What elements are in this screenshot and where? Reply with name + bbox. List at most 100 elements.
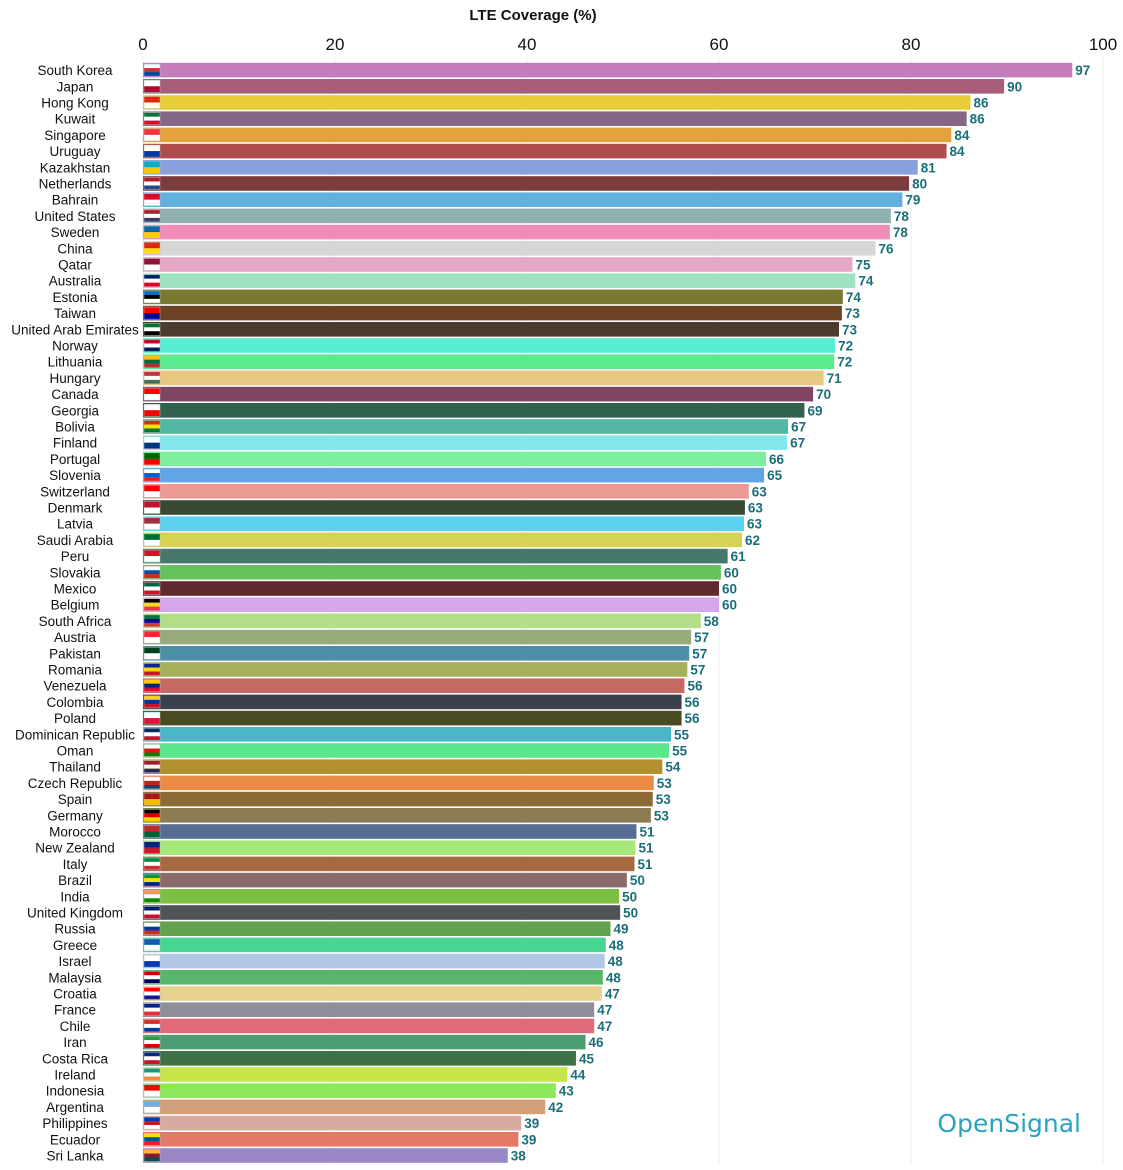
category-label: Hungary	[49, 371, 100, 386]
bar	[143, 1115, 522, 1131]
bar	[143, 856, 635, 872]
category-label: Ireland	[54, 1068, 95, 1083]
value-label: 78	[894, 209, 910, 224]
value-label: 47	[597, 1019, 612, 1034]
bar	[143, 532, 743, 548]
category-label: Hong Kong	[41, 96, 109, 111]
category-label: Colombia	[46, 695, 104, 710]
bar	[143, 775, 654, 791]
bar	[143, 160, 918, 175]
bar	[143, 386, 814, 402]
value-label: 50	[630, 873, 645, 888]
value-label: 60	[724, 565, 739, 580]
bar	[143, 613, 701, 629]
bar	[143, 872, 627, 888]
value-label: 79	[905, 193, 920, 208]
bar	[143, 192, 903, 207]
category-label: South Korea	[37, 63, 113, 78]
value-label: 57	[690, 663, 705, 678]
bar	[143, 62, 1073, 78]
oman-flag-icon	[143, 744, 161, 757]
venezuela-flag-icon	[143, 679, 161, 692]
bahrain-flag-icon	[143, 193, 161, 206]
category-label: Kazakhstan	[40, 160, 111, 175]
kazakhstan-flag-icon	[143, 161, 161, 174]
category-label: India	[60, 889, 90, 904]
bar	[143, 1148, 508, 1163]
bar	[143, 403, 805, 418]
costa-rica-flag-icon	[143, 1052, 161, 1065]
value-label: 67	[790, 436, 805, 451]
value-label: 56	[685, 711, 701, 726]
x-tick-label: 60	[710, 35, 729, 54]
category-label: Peru	[61, 549, 90, 564]
bar	[143, 662, 688, 677]
uae-flag-icon	[143, 323, 161, 336]
greece-flag-icon	[143, 938, 161, 952]
bar	[143, 743, 670, 758]
category-label: Croatia	[53, 987, 97, 1002]
category-label: Russia	[54, 922, 96, 937]
value-label: 71	[827, 371, 843, 386]
bar	[143, 1132, 519, 1147]
saudi-arabia-flag-icon	[143, 533, 161, 547]
country-flags	[143, 63, 161, 1162]
category-label: Argentina	[46, 1100, 104, 1115]
bar	[143, 1034, 586, 1050]
brazil-flag-icon	[143, 873, 161, 887]
bar	[143, 451, 767, 467]
value-label: 50	[623, 906, 638, 921]
value-label: 90	[1007, 79, 1022, 94]
category-label: Estonia	[52, 290, 98, 305]
value-label: 70	[816, 387, 831, 402]
value-label: 60	[722, 582, 737, 597]
bar	[143, 79, 1005, 94]
value-label: 76	[878, 241, 894, 256]
bar	[143, 95, 971, 110]
value-label: 39	[521, 1132, 536, 1147]
value-label: 66	[769, 452, 785, 467]
category-label: Oman	[57, 744, 94, 759]
category-label: Romania	[48, 663, 103, 678]
x-tick-label: 20	[326, 35, 345, 54]
new-zealand-flag-icon	[143, 841, 161, 854]
category-label: Saudi Arabia	[37, 533, 114, 548]
finland-flag-icon	[143, 436, 161, 449]
category-label: Bolivia	[55, 420, 95, 435]
bar	[143, 208, 891, 224]
bar	[143, 1083, 556, 1098]
bar	[143, 791, 653, 807]
value-label: 60	[722, 598, 737, 613]
value-label: 53	[654, 808, 670, 823]
switzerland-flag-icon	[143, 485, 161, 498]
bar	[143, 581, 719, 596]
bar	[143, 176, 910, 191]
category-label: Switzerland	[40, 484, 110, 499]
iran-flag-icon	[143, 1035, 161, 1049]
bar	[143, 354, 835, 369]
value-label: 42	[548, 1100, 563, 1115]
bar	[143, 435, 788, 450]
value-label: 54	[665, 760, 681, 775]
germany-flag-icon	[143, 809, 161, 822]
bar	[143, 516, 744, 531]
belgium-flag-icon	[143, 598, 161, 611]
bar	[143, 565, 721, 580]
category-label: Georgia	[51, 403, 100, 418]
bar	[143, 937, 606, 953]
bar	[143, 224, 890, 240]
poland-flag-icon	[143, 711, 161, 725]
value-label: 84	[950, 144, 966, 159]
category-label: Philippines	[42, 1116, 108, 1131]
bar	[143, 1099, 546, 1115]
bar	[143, 921, 611, 936]
category-label: Canada	[51, 387, 99, 402]
bar	[143, 289, 843, 305]
category-label: Belgium	[51, 598, 100, 613]
value-label: 63	[752, 484, 768, 499]
croatia-flag-icon	[143, 987, 161, 1000]
category-label: United Kingdom	[27, 906, 123, 921]
category-label: France	[54, 1003, 96, 1018]
bar	[143, 953, 605, 969]
